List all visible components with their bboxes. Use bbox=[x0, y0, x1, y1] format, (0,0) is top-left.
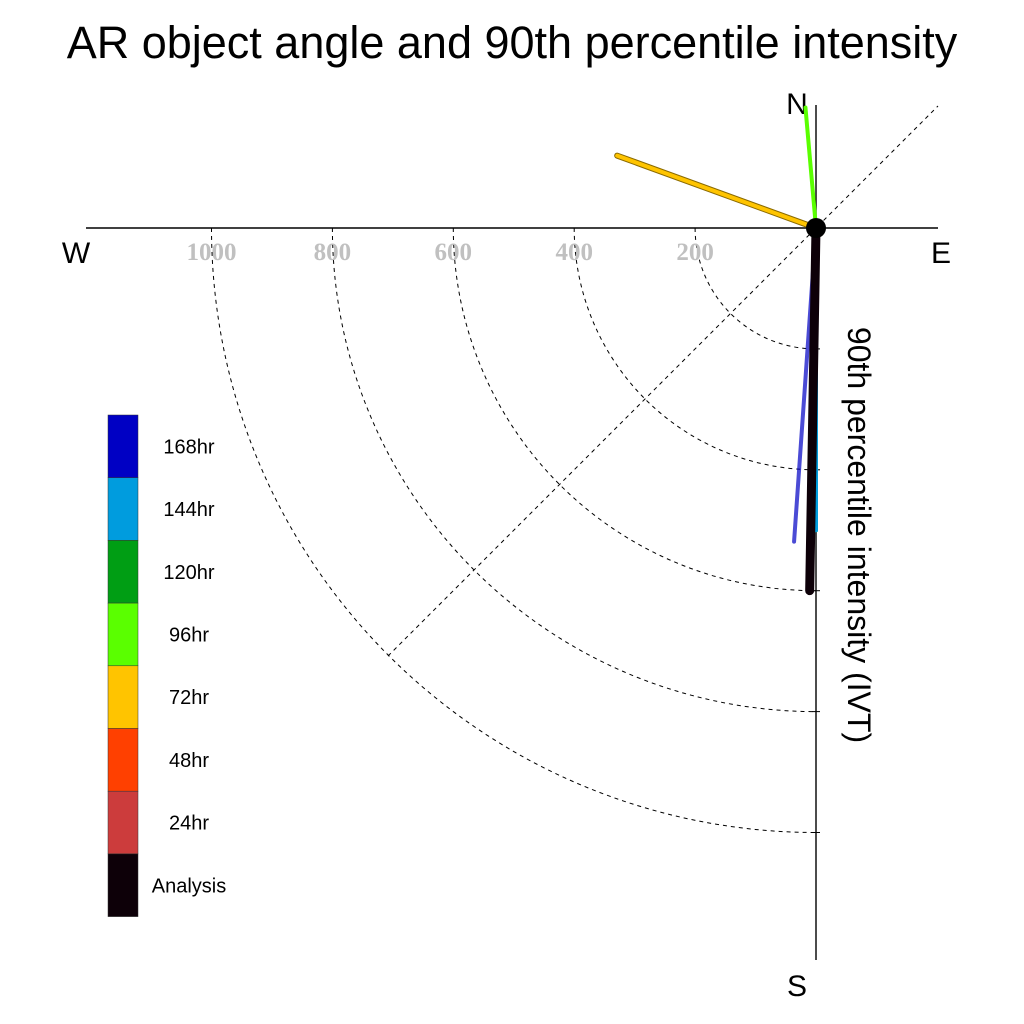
legend-label: 144hr bbox=[163, 499, 214, 521]
legend-label: 120hr bbox=[163, 562, 214, 584]
compass-east: E bbox=[931, 237, 951, 270]
range-ring-1000 bbox=[211, 227, 817, 833]
range-rings bbox=[211, 227, 820, 833]
range-ring-200 bbox=[694, 227, 817, 350]
series-line-72hr bbox=[615, 153, 818, 230]
ring-label: 1000 bbox=[187, 239, 237, 266]
legend-swatch bbox=[107, 414, 139, 478]
ring-labels: 1000 800 600 400 200 bbox=[187, 239, 714, 266]
origin-marker bbox=[806, 218, 826, 238]
legend-swatch bbox=[107, 728, 139, 792]
series-line-analysis bbox=[805, 223, 821, 596]
ring-label: 200 bbox=[676, 239, 714, 266]
diagonal-guide bbox=[387, 105, 939, 657]
legend-label: 72hr bbox=[169, 687, 209, 709]
legend-label: 48hr bbox=[169, 750, 209, 772]
legend-label: 168hr bbox=[163, 436, 214, 458]
range-ring-800 bbox=[331, 227, 817, 713]
ring-label: 400 bbox=[555, 239, 593, 266]
legend-label: 24hr bbox=[169, 813, 209, 835]
legend-swatch bbox=[107, 540, 139, 604]
legend-label: 96hr bbox=[169, 624, 209, 646]
series-lines bbox=[614, 105, 821, 596]
legend: 168hr 144hr 120hr 96hr 72hr 48hr 24hr Analysis bbox=[107, 414, 226, 917]
chart-title: AR object angle and 90th percentile inte… bbox=[67, 17, 958, 68]
legend-label: Analysis bbox=[152, 875, 226, 897]
legend-swatch bbox=[107, 477, 139, 541]
ring-label: 800 bbox=[314, 239, 352, 266]
y-axis-label: 90th percentile intensity (IVT) bbox=[841, 327, 877, 743]
legend-swatch bbox=[107, 853, 139, 917]
series-line-96hr bbox=[803, 105, 818, 230]
compass-south: S bbox=[787, 970, 807, 1003]
legend-swatch bbox=[107, 665, 139, 729]
legend-swatch bbox=[107, 790, 139, 855]
compass-west: W bbox=[62, 237, 91, 270]
legend-swatch bbox=[107, 602, 139, 667]
compass-north: N bbox=[786, 88, 808, 121]
ring-label: 600 bbox=[435, 239, 473, 266]
